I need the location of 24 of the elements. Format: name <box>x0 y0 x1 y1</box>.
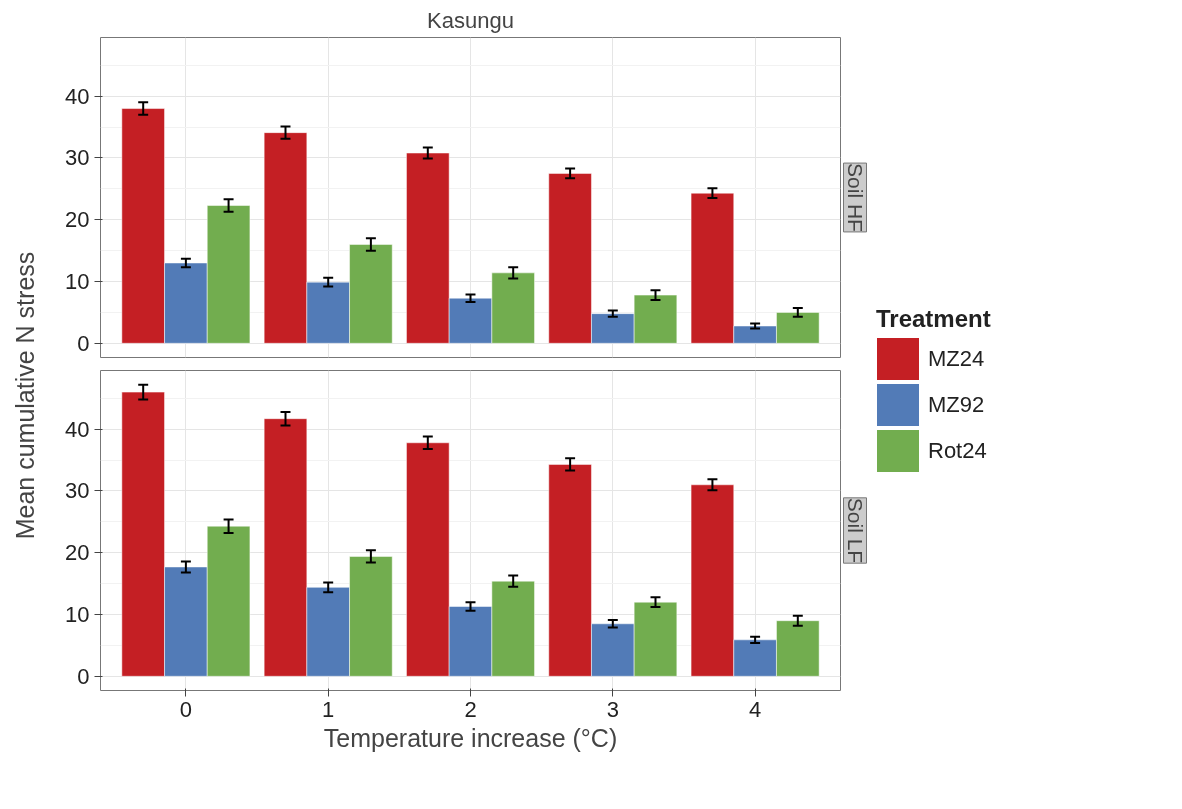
y-tick-label: 30 <box>65 478 90 504</box>
legend-label: MZ24 <box>928 346 985 372</box>
y-tick-label: 10 <box>65 602 90 628</box>
x-tick-label: 0 <box>179 696 193 722</box>
x-tick-label: 4 <box>749 696 762 722</box>
x-axis-title: Temperature increase (°C) <box>323 723 618 752</box>
y-tick-label: 10 <box>65 269 90 295</box>
y-tick-label: 0 <box>77 663 90 689</box>
y-tick-label: 20 <box>65 207 90 233</box>
x-tick-label: 1 <box>322 696 335 722</box>
text: Soil HF <box>843 163 867 232</box>
x-tick-label: 3 <box>606 696 619 722</box>
y-tick-label: 0 <box>77 330 90 356</box>
legend-label: Rot24 <box>928 438 987 464</box>
legend-label: MZ92 <box>928 392 985 418</box>
legend-title: Treatment <box>876 305 991 333</box>
y-tick-label: 40 <box>65 83 90 109</box>
x-tick-label: 2 <box>464 696 477 722</box>
y-tick-label: 40 <box>65 416 90 442</box>
y-axis-title: Mean cumulative N stress <box>10 251 39 540</box>
y-tick-label: 30 <box>65 145 90 171</box>
y-tick-label: 20 <box>65 540 90 566</box>
text: Soil LF <box>843 497 867 564</box>
chart-title: Kasungu <box>427 7 514 33</box>
